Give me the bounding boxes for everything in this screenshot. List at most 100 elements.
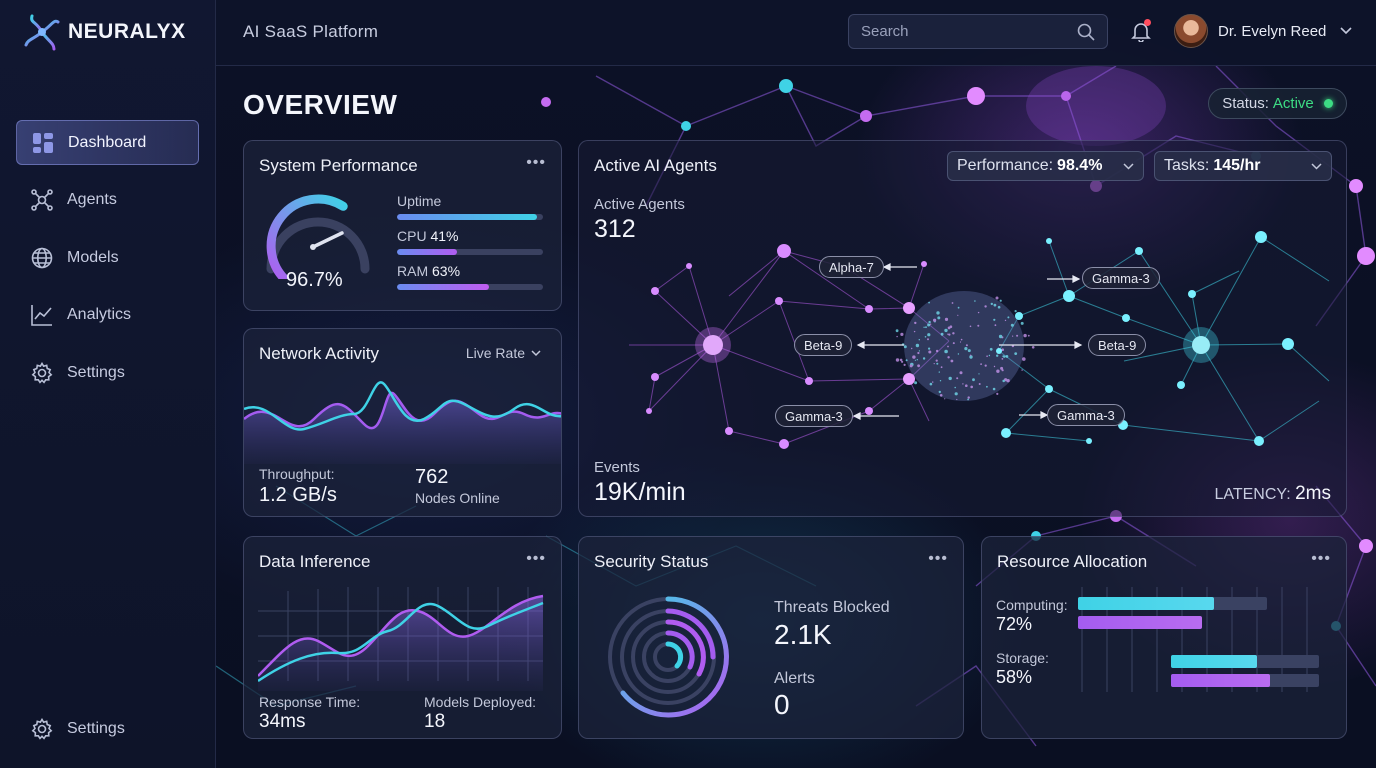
search-icon[interactable] [1077, 23, 1095, 41]
metric-label: Uptime [397, 193, 442, 209]
sidebar-item-settings[interactable]: Settings [16, 350, 199, 395]
network-particle [956, 377, 959, 380]
metric-value: 41% [430, 228, 459, 244]
notifications-button[interactable] [1130, 19, 1152, 47]
network-particle [933, 318, 937, 322]
network-particle [901, 360, 904, 363]
network-particle [935, 359, 938, 362]
network-particle [909, 364, 913, 368]
more-menu-button[interactable]: ••• [526, 154, 546, 171]
active-agents-card: Active AI Agents Performance: 98.4% Task… [578, 140, 1347, 517]
live-rate-dropdown[interactable]: Live Rate [466, 345, 541, 361]
more-menu-button[interactable]: ••• [526, 550, 546, 567]
node-label-gamma-3-bottom-right[interactable]: Gamma-3 [1047, 404, 1125, 426]
nodes-label: Nodes Online [415, 490, 500, 506]
network-particle [914, 359, 916, 361]
network-particle [911, 347, 913, 350]
network-particle [939, 394, 943, 397]
nodes-value: 762 [415, 466, 449, 488]
metric-label: RAM [397, 263, 429, 279]
network-particle [948, 333, 951, 336]
network-particle [899, 358, 903, 362]
network-particle [929, 323, 932, 325]
network-particle [928, 350, 932, 354]
network-particle [984, 364, 987, 367]
cpu-metric: CPU 41% [397, 228, 543, 255]
dropdown-value: 98.4% [1057, 157, 1103, 174]
node-label-beta-9-left[interactable]: Beta-9 [794, 334, 853, 356]
network-particle [957, 353, 960, 355]
computing-bar [1078, 597, 1267, 610]
tasks-dropdown[interactable]: Tasks: 145/hr [1154, 151, 1332, 181]
search-box[interactable] [848, 14, 1108, 49]
uptime-bar-fill [397, 214, 538, 220]
search-input[interactable] [861, 23, 1077, 40]
network-particle [959, 371, 963, 375]
network-particle [1014, 352, 1018, 355]
sidebar-item-analytics[interactable]: Analytics [16, 293, 199, 338]
globe-icon [31, 247, 53, 268]
node-label-beta-9-right[interactable]: Beta-9 [1088, 334, 1147, 356]
storage-bar-fill [1171, 655, 1257, 668]
latency-value: 2ms [1295, 483, 1331, 504]
events-label: Events [594, 459, 640, 476]
card-title: System Performance [259, 156, 418, 175]
notification-badge [1144, 19, 1151, 26]
sidebar-item-dashboard[interactable]: Dashboard [16, 120, 199, 165]
node-label-gamma-3-top-right[interactable]: Gamma-3 [1082, 267, 1160, 289]
dashboard-icon [33, 132, 53, 153]
sidebar-item-models[interactable]: Models [16, 235, 199, 280]
security-rings [608, 596, 729, 718]
network-particle [967, 396, 970, 399]
node-label-gamma-3-left[interactable]: Gamma-3 [775, 405, 853, 427]
network-particle [1010, 323, 1014, 327]
network-particle [918, 350, 920, 352]
network-particle [1002, 379, 1005, 383]
threats-value: 2.1K [774, 619, 832, 650]
chevron-down-icon [1340, 27, 1352, 35]
sidebar-item-label: Dashboard [68, 133, 147, 151]
agents-icon [31, 189, 53, 211]
network-particle [959, 341, 962, 343]
network-particle [996, 369, 1000, 373]
alerts-label: Alerts [774, 670, 815, 687]
network-particle [928, 347, 931, 350]
network-particle [972, 378, 975, 382]
network-particle [986, 385, 988, 388]
sidebar-item-label: Agents [67, 191, 117, 208]
threats-label: Threats Blocked [774, 599, 890, 616]
more-menu-button[interactable]: ••• [928, 550, 948, 567]
performance-dropdown[interactable]: Performance: 98.4% [947, 151, 1144, 181]
node-label-alpha-7[interactable]: Alpha-7 [819, 256, 884, 278]
latency-label: LATENCY: [1214, 486, 1291, 503]
sidebar-nav: Dashboard Agents Models Analy [16, 120, 199, 408]
sidebar-item-agents[interactable]: Agents [16, 178, 199, 223]
network-particle [1027, 334, 1030, 337]
network-particle [997, 305, 1001, 309]
network-particle [922, 357, 926, 360]
uptime-bar [397, 214, 543, 220]
network-particle [957, 306, 960, 309]
chevron-down-icon [1311, 162, 1322, 170]
network-particle [1007, 316, 1010, 319]
network-particle [996, 392, 999, 395]
sidebar-item-settings-bottom[interactable]: Settings [16, 706, 199, 751]
network-particle [905, 359, 908, 362]
user-menu[interactable]: Dr. Evelyn Reed [1174, 14, 1352, 48]
security-status-card: Security Status ••• Threats Blocked 2.1K… [578, 536, 964, 739]
network-particle [947, 345, 949, 348]
network-particle [980, 363, 982, 365]
response-time-label: Response Time: [259, 694, 361, 710]
page-subtitle: AI SaaS Platform [243, 22, 379, 41]
network-particle [914, 321, 917, 325]
brand[interactable]: NEURALYX [24, 13, 186, 51]
cpu-bar-fill [397, 249, 457, 255]
network-particle [895, 358, 900, 362]
gauge-value: 96.7% [286, 269, 343, 291]
card-title: Data Inference [259, 552, 371, 571]
status-label: Status: [1222, 95, 1269, 112]
network-particle [956, 398, 958, 401]
more-menu-button[interactable]: ••• [1311, 550, 1331, 567]
network-particle [903, 345, 907, 349]
gauge-fill [266, 194, 348, 279]
